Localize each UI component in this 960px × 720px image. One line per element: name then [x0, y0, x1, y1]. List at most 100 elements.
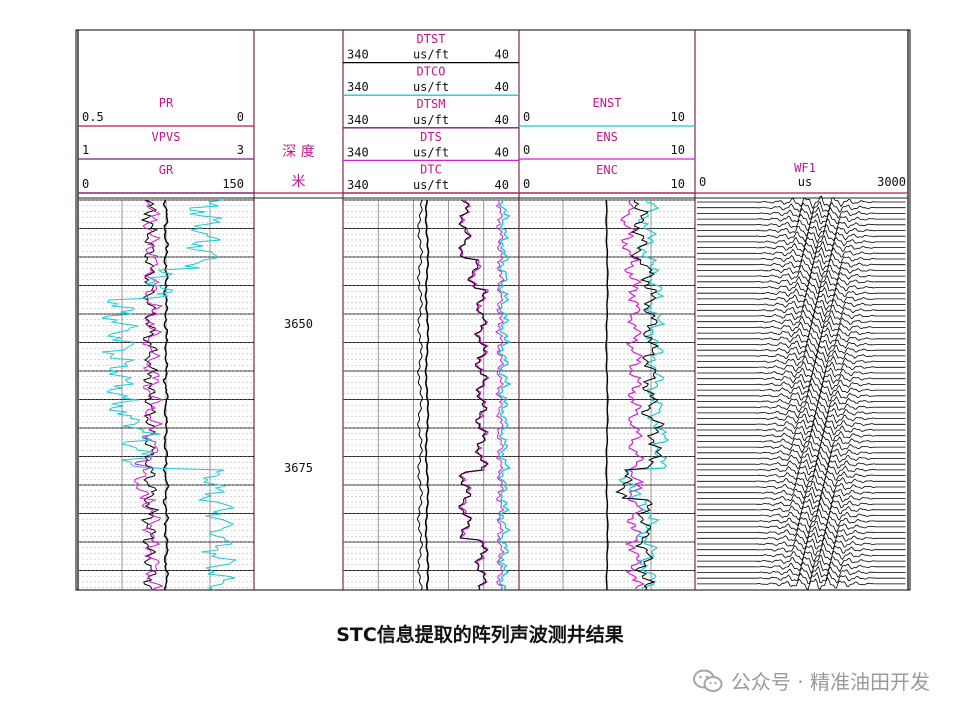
curve-dtsm — [458, 199, 489, 591]
wechat-icon — [692, 669, 723, 692]
curve-name-ens: ENS — [596, 130, 618, 144]
depth-tick-3650: 3650 — [284, 317, 313, 331]
waveform-trace — [697, 400, 906, 415]
curve-name-dtsm: DTSM — [417, 97, 446, 111]
depth-unit: 米 — [292, 174, 306, 190]
scale-min: 340 — [347, 48, 369, 62]
waveform-trace — [697, 230, 906, 244]
waveform-trace — [697, 480, 906, 494]
waveform-trace — [697, 576, 906, 590]
curve-dts — [458, 199, 490, 591]
waveform-trace — [697, 514, 906, 529]
scale-min: 340 — [347, 145, 369, 159]
waveform-trace — [697, 406, 906, 421]
waveform-trace — [697, 474, 906, 488]
waveform-trace — [697, 566, 906, 580]
scale-min: 0 — [523, 143, 530, 157]
curve-name-vpvs: VPVS — [152, 130, 181, 144]
scale-max: 40 — [495, 178, 509, 192]
waveform-trace — [697, 531, 906, 545]
scale-max: 40 — [495, 145, 509, 159]
waveform-trace — [697, 280, 906, 294]
waveform-trace — [697, 315, 906, 329]
waveform-trace — [697, 240, 906, 255]
scale-max: 10 — [671, 177, 685, 191]
waveform-trace — [697, 417, 906, 432]
waveform-trace — [697, 521, 906, 534]
waveform-trace — [697, 548, 906, 563]
scale-max: 150 — [222, 177, 244, 191]
curve-enst — [618, 199, 670, 591]
curve-dtc-cyan — [496, 199, 512, 591]
waveform-trace — [697, 212, 906, 226]
scale-unit: us/ft — [413, 48, 449, 62]
curve-name-pr: PR — [159, 96, 174, 110]
waveform-trace — [697, 264, 906, 278]
waveform-trace — [697, 217, 906, 232]
waveform-trace — [697, 554, 906, 569]
waveform-trace — [697, 270, 906, 284]
waveform-trace — [697, 462, 906, 476]
watermark: 公众号 · 精准油田开发 — [692, 666, 930, 695]
scale-max: 10 — [671, 110, 685, 124]
waveform-trace — [697, 571, 906, 585]
waveform-trace — [697, 412, 906, 426]
curve-pr — [134, 199, 164, 591]
curve-enc — [615, 199, 665, 591]
curve-name-enst: ENST — [593, 96, 622, 110]
curve-dtco — [424, 200, 430, 591]
scale-min: 340 — [347, 113, 369, 127]
waveform-trace — [697, 293, 906, 307]
well-log-chart: PR 0.5 0 VPVS 1 3 GR 0 150 深 度米 DTST 340 us/ft 40 DTCO… — [75, 29, 911, 591]
curve-name-gr: GR — [159, 163, 174, 177]
waveform-trace — [697, 349, 906, 363]
waveform-trace — [697, 309, 906, 323]
waveform-trace — [697, 486, 906, 500]
depth-tick-3675: 3675 — [284, 461, 313, 475]
scale-max: 40 — [495, 80, 509, 94]
curve-name-dts: DTS — [420, 130, 442, 144]
curve-name-dtst: DTST — [417, 32, 446, 46]
watermark-text: 公众号 · 精准油田开发 — [730, 670, 930, 694]
waveform-trace — [697, 320, 906, 334]
scale-unit: us — [798, 175, 812, 189]
waveform-trace — [697, 502, 906, 516]
waveform-trace — [697, 451, 906, 466]
scale-max: 0 — [237, 110, 244, 124]
scale-unit: us/ft — [413, 113, 449, 127]
waveform-trace — [697, 446, 906, 460]
scale-max: 40 — [495, 48, 509, 62]
waveform-trace — [697, 388, 906, 402]
curve-vpvs-black — [162, 199, 170, 591]
waveform-trace — [697, 332, 906, 347]
curve-dtst — [416, 199, 424, 591]
waveform-trace — [697, 542, 906, 557]
scale-max: 10 — [671, 143, 685, 157]
waveform-trace — [697, 434, 906, 448]
waveform-trace — [697, 508, 906, 523]
scale-min: 0 — [82, 177, 89, 191]
figure-caption: STC信息提取的阵列声波测井结果 — [336, 624, 624, 646]
waveform-trace — [697, 299, 906, 312]
waveform-trace — [697, 422, 906, 437]
curve-name-wf1: WF1 — [794, 161, 816, 175]
scale-min: 0 — [523, 110, 530, 124]
waveform-trace — [697, 428, 906, 442]
scale-unit: us/ft — [413, 178, 449, 192]
scale-max: 3000 — [877, 175, 906, 189]
waveform-trace — [697, 377, 906, 392]
waveform-trace — [697, 235, 906, 249]
scale-min: 1 — [82, 143, 89, 157]
curve-name-enc: ENC — [596, 163, 618, 177]
depth-label: 深 度 — [282, 144, 314, 160]
waveform-trace — [697, 304, 906, 318]
scale-min: 0 — [523, 177, 530, 191]
waveform-trace — [697, 440, 906, 454]
waveform-trace — [697, 536, 906, 550]
curve-name-dtc: DTC — [420, 162, 442, 176]
waveform-trace — [697, 526, 906, 540]
waveform-trace — [697, 195, 906, 210]
scale-unit: us/ft — [413, 80, 449, 94]
curve-dtc — [495, 199, 505, 591]
curve-track1-cyan — [101, 199, 238, 591]
